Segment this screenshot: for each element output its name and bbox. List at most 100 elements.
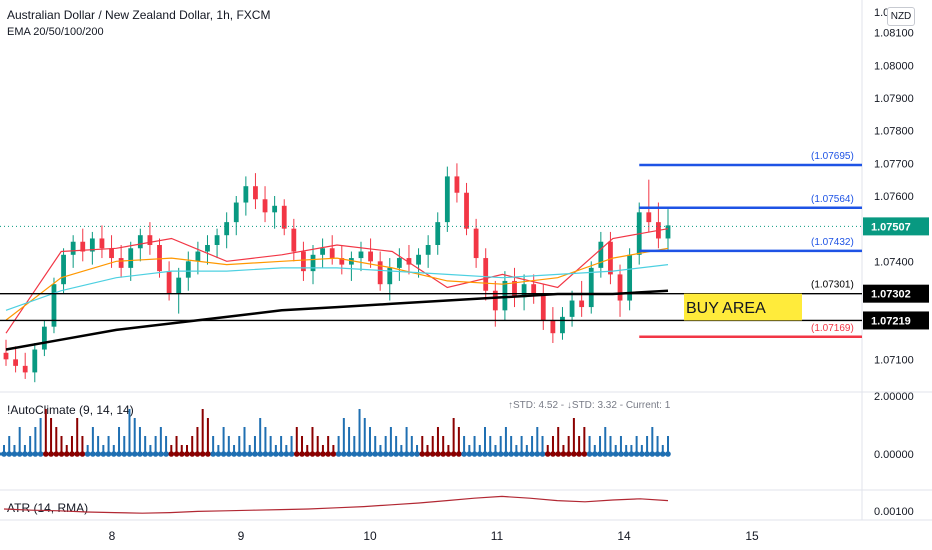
climate-dot [461, 451, 467, 457]
candle-body [61, 254, 66, 285]
candle-body [301, 251, 306, 272]
climate-dot [633, 451, 640, 457]
candle-body [646, 212, 652, 223]
climate-dot [273, 451, 279, 457]
climate-dot [382, 451, 389, 457]
candle-body [22, 365, 28, 373]
buy-area-box [684, 293, 802, 321]
climate-dot [351, 451, 358, 457]
climate-dot [361, 451, 368, 457]
ema-line [5, 228, 669, 334]
candle-body [166, 271, 172, 294]
climate-dot [205, 451, 211, 457]
climate-dot [377, 451, 384, 457]
climate-dot [471, 451, 478, 457]
climate-dot [142, 451, 148, 457]
x-tick-label: 10 [363, 529, 377, 543]
candle-body [435, 222, 441, 245]
level-label: (1.07564) [811, 194, 854, 205]
climate-dot [440, 451, 446, 457]
climate-dot [482, 451, 488, 457]
candle-body [99, 238, 105, 249]
climate-dot [325, 451, 331, 457]
climate-dot [126, 451, 133, 457]
climate-dot [607, 451, 614, 457]
climate-stats: ↑STD: 4.52 - ↓STD: 3.32 - Current: 1 [508, 400, 671, 411]
candle-body [348, 258, 354, 265]
climate-dot [571, 451, 577, 457]
climate-dot [22, 451, 28, 457]
chart-title: Australian Dollar / New Zealand Dollar, … [7, 8, 271, 22]
candle-body [329, 248, 335, 259]
candle-body [464, 192, 469, 229]
candle-body [51, 284, 57, 327]
currency-badge[interactable]: NZD [887, 7, 915, 26]
climate-dot [341, 451, 347, 457]
climate-dot [320, 451, 326, 457]
climate-dot [335, 451, 342, 457]
candle-body [147, 235, 153, 245]
candle-body [588, 267, 594, 308]
climate-dot [137, 451, 143, 457]
level-axis-label: 1.07219 [871, 315, 911, 327]
buy-area-label: BUY AREA [686, 300, 766, 317]
candle-body [176, 277, 182, 294]
candle-body [205, 245, 210, 252]
candle-body [320, 248, 326, 255]
climate-dot [367, 451, 373, 457]
climate-dot [11, 451, 18, 457]
climate-dot [612, 451, 619, 457]
candle-body [70, 241, 76, 255]
candle-body [521, 284, 527, 298]
climate-dot [131, 451, 138, 457]
candle-body [560, 316, 565, 334]
candle-body [396, 258, 402, 268]
climate-dot [497, 451, 504, 457]
climate-dot [189, 451, 196, 457]
climate-dot [184, 451, 190, 457]
candle-body [444, 176, 450, 223]
candle-body [406, 258, 412, 265]
candle-body [502, 280, 508, 311]
atr-title: ATR (14, RMA) [7, 501, 88, 515]
climate-dot [168, 451, 175, 457]
climate-dot [623, 451, 629, 457]
candle-body [291, 228, 297, 252]
candle-body [41, 326, 47, 350]
climate-dot [58, 451, 65, 457]
climate-dot [534, 451, 541, 457]
candle-body [214, 235, 220, 245]
candle-body [243, 186, 249, 203]
indicator-label[interactable]: EMA 20/50/100/200 [7, 26, 104, 38]
price-tick-label: 1.08100 [874, 28, 914, 40]
candle-body [483, 258, 489, 291]
climate-dot [618, 451, 624, 457]
climate-dot [393, 451, 399, 457]
candle-body [89, 238, 95, 252]
candle-body [281, 205, 287, 229]
candle-body [473, 228, 479, 259]
climate-dot [194, 451, 201, 457]
candle-body [387, 267, 393, 285]
climate-dot [32, 451, 39, 457]
climate-title: !AutoClimate (9, 14, 14) [7, 403, 134, 417]
climate-dot [414, 451, 420, 457]
climate-dot [659, 451, 666, 457]
climate-dot [346, 451, 352, 457]
climate-dot [178, 451, 185, 457]
climate-dot [163, 451, 169, 457]
climate-dot [74, 451, 80, 457]
candle-body [377, 261, 383, 285]
level-label: (1.07169) [811, 323, 854, 334]
climate-dot [304, 451, 311, 457]
price-tick-label: 1.07600 [874, 191, 914, 203]
climate-dot [210, 451, 216, 457]
x-tick-label: 9 [238, 529, 245, 543]
climate-dot [665, 451, 671, 457]
climate-dot [16, 451, 23, 457]
climate-tick: 0.00000 [874, 449, 914, 461]
climate-dot [555, 451, 562, 457]
climate-dot [586, 451, 593, 457]
candle-body [569, 300, 575, 317]
